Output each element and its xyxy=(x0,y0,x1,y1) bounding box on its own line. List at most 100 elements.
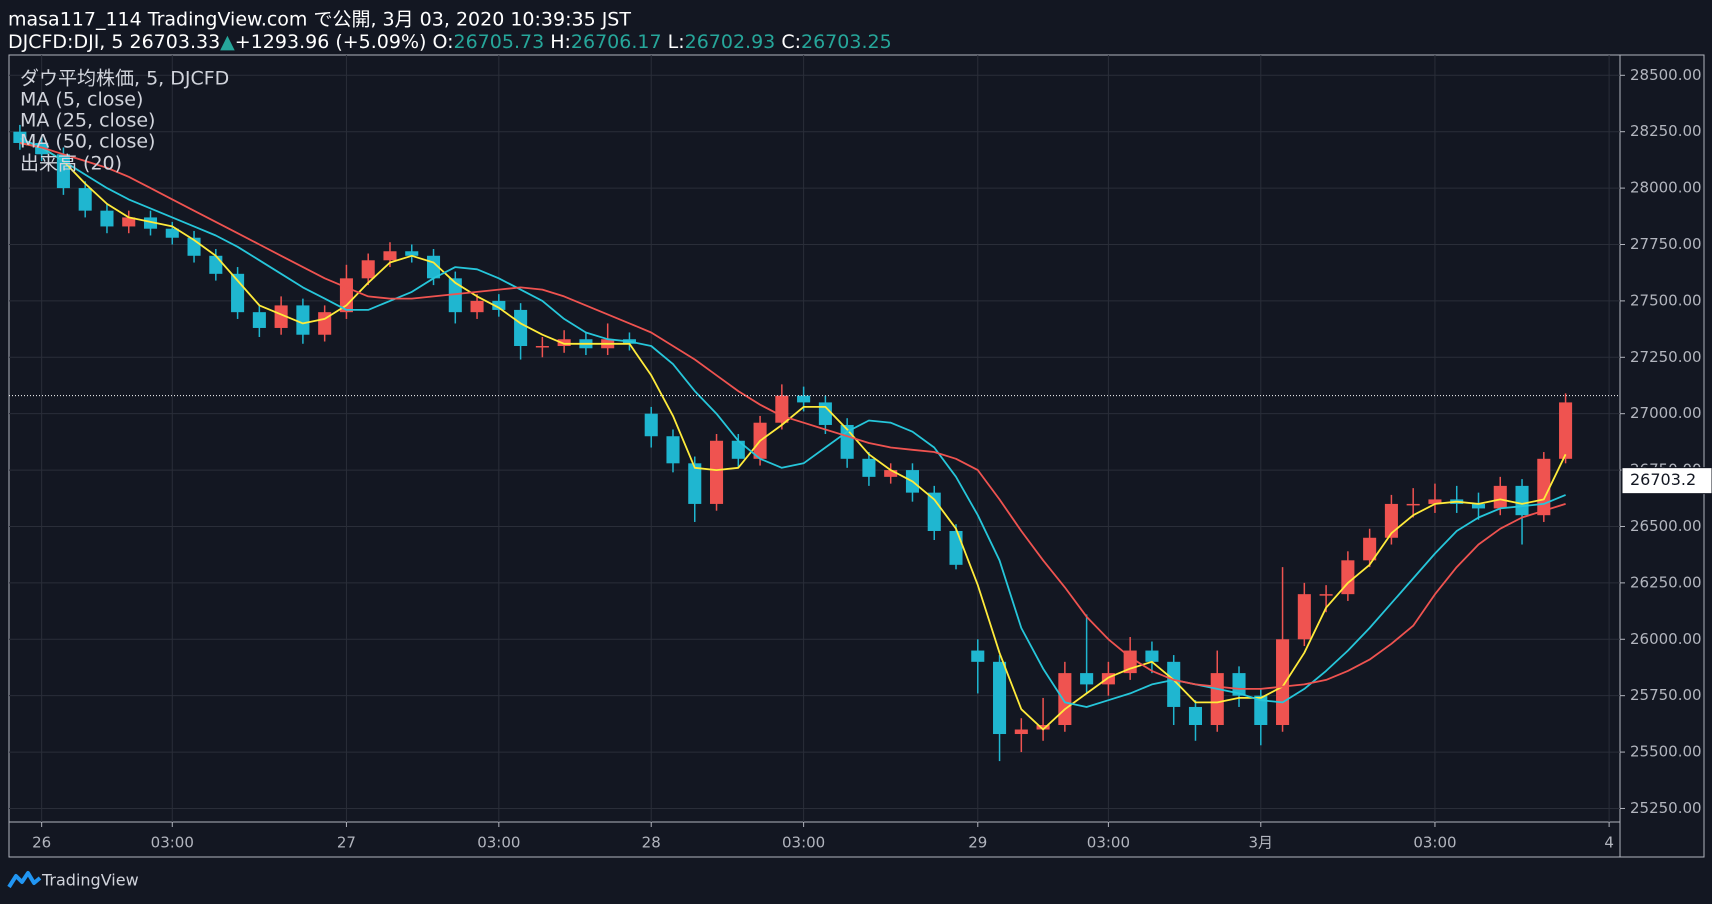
candle-body xyxy=(209,255,223,274)
x-tick-label: 28 xyxy=(642,834,661,852)
candle-body xyxy=(1014,729,1028,735)
candle-body xyxy=(1384,503,1398,538)
y-tick-label: 26500.00 xyxy=(1630,517,1702,535)
legend-entry: MA (50, close) xyxy=(20,131,155,153)
candle-body xyxy=(1145,650,1159,662)
y-tick-label: 25250.00 xyxy=(1630,799,1702,817)
header-segment: 26703.25 xyxy=(801,31,892,53)
ma-line xyxy=(19,137,1566,708)
last-price-box xyxy=(1621,467,1712,495)
candle-body xyxy=(1493,485,1507,509)
candle-body xyxy=(165,228,179,238)
legend-entry: MA (5, close) xyxy=(20,89,143,111)
candle-body xyxy=(1471,503,1486,509)
legend-entry: MA (25, close) xyxy=(20,110,155,132)
candle-body xyxy=(1319,594,1333,596)
y-tick-label: 28250.00 xyxy=(1630,122,1702,140)
candle-body xyxy=(78,188,92,211)
candle-body xyxy=(993,661,1007,735)
header-segment: 26702.93 xyxy=(685,31,776,53)
header-segment: 26705.73 xyxy=(454,31,545,53)
header-segment: L: xyxy=(662,31,685,53)
y-tick-label: 26000.00 xyxy=(1630,630,1702,648)
ma-line xyxy=(19,142,1567,731)
candle-body xyxy=(143,217,158,229)
candle-body xyxy=(1428,499,1442,504)
candle-body xyxy=(383,251,397,261)
candle-body xyxy=(1058,673,1072,725)
candle-body xyxy=(448,278,462,313)
y-tick-label: 25500.00 xyxy=(1630,743,1702,761)
x-tick-label: 27 xyxy=(337,834,356,852)
x-tick-label: 03:00 xyxy=(782,834,825,852)
candle-body xyxy=(1297,594,1311,640)
y-tick-label: 26250.00 xyxy=(1630,573,1702,591)
y-tick-label: 25750.00 xyxy=(1630,686,1702,704)
legend-volume: 出来高 (20) xyxy=(20,153,122,175)
header-segment: ▲ xyxy=(220,31,235,53)
x-tick-label: 26 xyxy=(32,834,51,852)
candle-body xyxy=(1080,673,1094,685)
candle-body xyxy=(644,413,658,437)
candle-body xyxy=(1167,661,1181,707)
candle-body xyxy=(252,312,266,328)
y-tick-label: 27500.00 xyxy=(1630,291,1702,309)
candle-body xyxy=(557,339,571,347)
candle-body xyxy=(35,142,49,155)
y-tick-label: 28500.00 xyxy=(1630,66,1702,84)
candle-body xyxy=(1559,402,1573,459)
x-tick-label: 03:00 xyxy=(151,834,194,852)
header-segment: DJCFD:DJI, 5 26703.33 xyxy=(8,31,220,53)
x-tick-label: 29 xyxy=(968,834,987,852)
candle-body xyxy=(405,251,419,256)
header-segment: C: xyxy=(775,31,801,53)
candle-body xyxy=(818,402,832,425)
candle-body xyxy=(1254,695,1268,725)
candle-body xyxy=(13,131,27,143)
candle-body xyxy=(731,440,745,459)
header-line2: DJCFD:DJI, 5 26703.33▲+1293.96 (+5.09%) … xyxy=(8,31,892,53)
x-tick-label: 3月 xyxy=(1249,834,1274,852)
candle-body xyxy=(1210,673,1224,725)
candle-body xyxy=(971,650,985,662)
candle-body xyxy=(1515,485,1529,516)
outer-frame xyxy=(8,54,1705,858)
candle-body xyxy=(775,395,789,423)
header-segment: 26706.17 xyxy=(571,31,662,53)
footer-brand: TradingView xyxy=(41,871,139,890)
candle-body xyxy=(1276,639,1290,725)
header-segment: +1293.96 (+5.09%) O: xyxy=(235,31,454,53)
candle-body xyxy=(1406,503,1420,506)
x-tick-label: 03:00 xyxy=(477,834,520,852)
candle-body xyxy=(1363,537,1377,561)
candle-body xyxy=(296,305,310,335)
y-tick-label: 27250.00 xyxy=(1630,348,1702,366)
x-tick-label: 4 xyxy=(1604,834,1614,852)
header-segment: H: xyxy=(544,31,571,53)
legend-title: ダウ平均株価, 5, DJCFD xyxy=(20,68,229,90)
candle-body xyxy=(884,470,898,477)
candle-body xyxy=(470,300,484,313)
candle-body xyxy=(927,492,941,531)
y-tick-label: 28000.00 xyxy=(1630,179,1702,197)
candle-body xyxy=(1188,706,1203,725)
candle-body xyxy=(100,210,114,227)
y-tick-label: 27000.00 xyxy=(1630,404,1702,422)
footer-logo: TradingView xyxy=(7,871,139,890)
candle-body xyxy=(274,305,288,328)
candle-body xyxy=(1537,458,1551,516)
x-tick-label: 03:00 xyxy=(1087,834,1130,852)
header-line1: masa117_114 TradingView.com で公開, 3月 03, … xyxy=(8,9,631,31)
candle-body xyxy=(949,530,963,565)
candle-body xyxy=(361,260,375,279)
logo-icon xyxy=(7,871,42,889)
candle-body xyxy=(535,346,549,348)
candle-body xyxy=(514,309,528,347)
last-price-label: 26703.2 xyxy=(1630,470,1696,489)
candle-body xyxy=(1101,673,1115,685)
candle-body xyxy=(492,300,506,310)
candle-body xyxy=(688,463,702,504)
candle-body xyxy=(1036,724,1050,730)
